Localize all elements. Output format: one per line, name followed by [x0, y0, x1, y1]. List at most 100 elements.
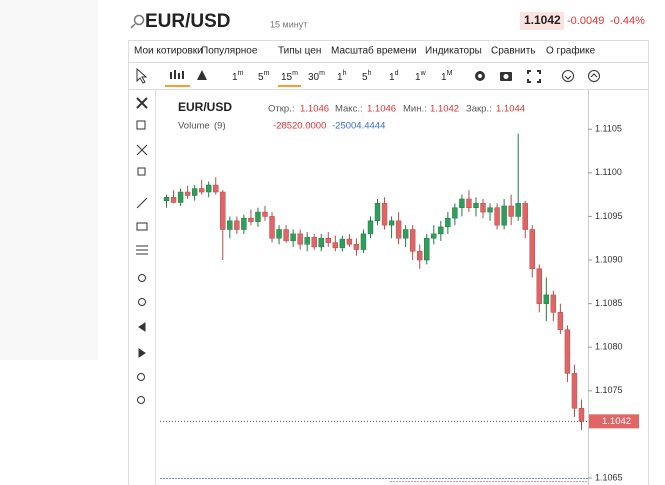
timeframe-value: 15: [281, 72, 293, 83]
candle-body: [501, 205, 507, 226]
cross-tool[interactable]: [136, 144, 148, 156]
fib-tool[interactable]: [136, 245, 148, 255]
candle-body: [163, 197, 170, 201]
close-tool[interactable]: [136, 97, 148, 109]
timeframe[interactable]: 1m: [232, 70, 244, 83]
area-icon[interactable]: [197, 70, 207, 80]
y-tick-label: 1.1080: [595, 342, 623, 352]
timeframe-unit: m: [264, 70, 270, 77]
candle-body: [170, 197, 177, 203]
legend-volume-period: (9): [214, 121, 226, 132]
candle-body: [290, 233, 296, 242]
candle-body: [304, 237, 310, 245]
timeframe-unit: h: [368, 70, 372, 77]
candles-icon[interactable]: [170, 70, 184, 79]
prev-tool[interactable]: [138, 322, 146, 332]
timeframe-unit: m: [292, 70, 298, 77]
candle-body: [262, 211, 268, 217]
candle-body: [198, 188, 205, 193]
candle-body: [374, 203, 381, 222]
candle-body: [571, 373, 578, 409]
zoom-in-tool[interactable]: [138, 274, 146, 282]
candle-body: [220, 191, 226, 230]
timeframe[interactable]: 30m: [308, 70, 325, 83]
candle-body: [487, 207, 493, 213]
y-tick-label: 1.1090: [595, 254, 623, 264]
menu-item[interactable]: Типы цен: [278, 46, 321, 57]
price-bg: [520, 12, 564, 30]
candle-body: [367, 220, 374, 235]
menu-item[interactable]: Сравнить: [491, 46, 536, 57]
candle-body: [184, 191, 191, 196]
candle-body: [234, 220, 240, 230]
timeframe[interactable]: 15m: [281, 70, 298, 83]
change: -0.0049: [567, 15, 604, 27]
menu-item[interactable]: Индикаторы: [425, 46, 482, 57]
candle-body: [494, 207, 500, 226]
y-tick-label: 1.1085: [595, 298, 623, 308]
search-icon[interactable]: [130, 14, 145, 29]
candle-body: [276, 229, 282, 239]
legend-close-label: Закр.:: [466, 104, 492, 115]
select-tool[interactable]: [136, 120, 146, 130]
candle-body: [297, 233, 303, 245]
menu-item[interactable]: Мои котировки: [134, 46, 203, 57]
cursor-icon[interactable]: [136, 67, 148, 84]
candle-body: [346, 238, 353, 245]
legend-volume-value-1: -28520.0000: [273, 121, 326, 132]
candle-body: [438, 226, 444, 235]
timeframe-value: 5: [362, 72, 368, 83]
rect-tool[interactable]: [136, 222, 148, 231]
legend-high-label: Макс.:: [335, 104, 363, 115]
timeframe-value: 1: [232, 72, 238, 83]
candle-body: [431, 233, 437, 239]
candle-body: [283, 229, 289, 242]
menu-item[interactable]: Масштаб времени: [331, 45, 417, 57]
candle-body: [409, 229, 416, 252]
timeframe-value: 1: [441, 72, 447, 83]
line-tool[interactable]: [136, 197, 148, 209]
camera-icon[interactable]: [500, 72, 512, 81]
timeframe-value: 30: [308, 72, 320, 83]
lock-tool[interactable]: [137, 396, 145, 404]
timeframe[interactable]: 1w: [415, 70, 427, 83]
zoom-out-tool[interactable]: [138, 298, 146, 306]
fullscreen-icon[interactable]: [527, 70, 541, 83]
candle-body: [536, 268, 542, 304]
timeframe[interactable]: 1d: [389, 70, 399, 83]
candle-body: [522, 203, 528, 230]
candle-body: [353, 244, 360, 250]
legend-symbol: EUR/USD: [178, 100, 232, 114]
candle-body: [339, 238, 346, 249]
settings-icon[interactable]: [475, 71, 485, 81]
candle-body: [564, 329, 571, 374]
candle-body: [557, 312, 564, 331]
legend-low-label: Мин.:: [403, 104, 427, 115]
volume-strip: [160, 478, 588, 482]
candle-body: [311, 237, 317, 248]
candle-body: [388, 220, 395, 226]
timeframe[interactable]: 1h: [337, 70, 347, 83]
menu-item[interactable]: О графике: [546, 45, 596, 57]
candle-body: [332, 242, 339, 249]
candle-body: [515, 203, 521, 217]
copy-tool[interactable]: [137, 167, 146, 176]
timeframe[interactable]: 5m: [258, 70, 270, 83]
menu-item[interactable]: Популярное: [201, 46, 258, 57]
timeframe[interactable]: 5h: [362, 70, 372, 83]
candle-body: [227, 220, 233, 230]
candle-body: [325, 237, 331, 243]
upload-icon[interactable]: [588, 70, 600, 82]
timeframe[interactable]: 1M: [441, 70, 453, 83]
legend-high: 1.1046: [367, 104, 396, 115]
candle-body: [445, 217, 451, 228]
download-icon[interactable]: [562, 70, 574, 82]
timeframe-value: 1: [337, 72, 343, 83]
candle-body: [480, 203, 486, 213]
magnet-tool[interactable]: [137, 373, 145, 381]
candle-body: [550, 294, 557, 313]
legend-low: 1.1042: [430, 104, 459, 115]
side-panel: [0, 0, 98, 360]
candle-body: [529, 229, 535, 270]
next-tool[interactable]: [138, 348, 146, 358]
